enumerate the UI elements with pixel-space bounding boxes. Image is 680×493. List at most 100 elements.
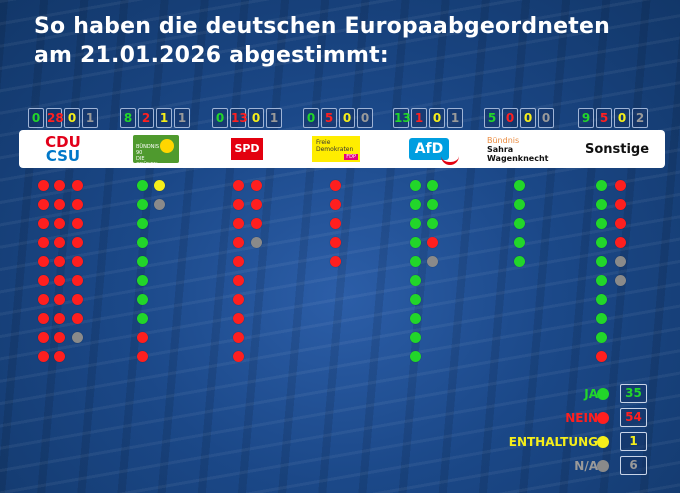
vote-dot-ja [427,199,438,210]
vote-dot-ja [514,180,525,191]
vote-dot-nein [54,294,65,305]
vote-dot-ja [410,199,421,210]
count-ja: 13 [393,108,411,128]
vote-dot-nein [330,218,341,229]
vote-dot-ja [410,313,421,324]
bsw-logo: Bündnis Sahra Wagenknecht [487,134,557,164]
vote-dot-nein [72,199,83,210]
count-na: 1 [266,108,282,128]
vote-dot-nein [72,313,83,324]
vote-dot-nein [38,256,49,267]
vote-dot-nein [596,351,607,362]
count-na: 1 [174,108,190,128]
vote-dot-nein [233,237,244,248]
vote-dot-ja [137,256,148,267]
vote-dot-nein [233,256,244,267]
vote-dot-nein [615,237,626,248]
vote-dot-nein [137,351,148,362]
counts-sonstige: 9 5 0 2 [578,108,648,128]
count-ja: 0 [212,108,228,128]
vote-dot-nein [72,294,83,305]
vote-dot-na [72,332,83,343]
count-na: 2 [632,108,648,128]
count-na: 0 [538,108,554,128]
title-line-1: So haben die deutschen Europaabgeordnete… [34,14,610,39]
vote-dot-ja [137,199,148,210]
vote-dot-nein [38,294,49,305]
cdu-csu-logo: CDU CSU [39,134,87,164]
count-ja: 0 [303,108,319,128]
counts-cdu: 0 28 0 1 [28,108,98,128]
cdu-text: CDU [45,133,81,151]
vote-dot-na [615,256,626,267]
vote-dot-nein [233,180,244,191]
legend-count-nein: 54 [620,408,647,427]
vote-dot-ja [410,218,421,229]
bsw-text-3: Wagenknecht [487,153,549,163]
count-enthaltung: 0 [248,108,264,128]
vote-dot-nein [251,218,262,229]
vote-dot-ja [410,332,421,343]
count-enthaltung: 0 [429,108,445,128]
vote-dot-nein [38,275,49,286]
vote-dot-na [251,237,262,248]
vote-dot-ja [137,275,148,286]
gruene-text-2: DIE GRÜNEN [136,156,158,168]
count-enthaltung: 0 [64,108,80,128]
count-ja: 5 [484,108,500,128]
fdp-badge: FDP [344,154,358,160]
count-nein: 5 [596,108,612,128]
vote-dot-nein [54,275,65,286]
vote-dot-nein [233,218,244,229]
count-nein: 2 [138,108,154,128]
vote-dot-nein [233,294,244,305]
vote-dot-ja [514,218,525,229]
vote-dot-nein [72,180,83,191]
count-na: 0 [357,108,373,128]
spd-text: SPD [231,138,263,160]
vote-dot-nein [38,180,49,191]
vote-dot-nein [233,351,244,362]
legend-dot-nein [597,412,609,424]
vote-dot-ja [514,237,525,248]
vote-dot-ja [596,218,607,229]
afd-text: AfD [414,141,444,157]
vote-dot-ja [596,237,607,248]
vote-dot-nein [72,218,83,229]
vote-dot-nein [38,351,49,362]
vote-dot-ja [596,275,607,286]
vote-dot-na [615,275,626,286]
vote-dot-nein [38,237,49,248]
vote-dot-ja [410,256,421,267]
vote-dot-nein [54,237,65,248]
vote-dot-ja [137,180,148,191]
legend-count-ja: 35 [620,384,647,403]
vote-dot-nein [38,313,49,324]
vote-dot-nein [251,180,262,191]
vote-dot-ja [410,237,421,248]
fdp-text-2: Demokraten [316,146,354,153]
count-enthaltung: 0 [339,108,355,128]
count-enthaltung: 1 [156,108,172,128]
vote-dot-nein [54,199,65,210]
sonstige-text: Sonstige [584,141,650,157]
count-enthaltung: 0 [614,108,630,128]
count-ja: 8 [120,108,136,128]
vote-dot-ja [137,294,148,305]
vote-dot-ja [137,218,148,229]
vote-dot-na [427,256,438,267]
count-nein: 1 [411,108,427,128]
legend-count-enthaltung: 1 [620,432,647,451]
vote-dot-ja [514,199,525,210]
spd-logo: SPD [227,134,267,164]
count-na: 1 [447,108,463,128]
counts-gruene: 8 2 1 1 [120,108,190,128]
count-nein: 13 [230,108,248,128]
sonstige-logo: Sonstige [579,134,655,164]
vote-dot-nein [38,218,49,229]
vote-dot-nein [330,180,341,191]
vote-dot-ja [596,256,607,267]
legend-label-nein: NEIN [565,411,598,425]
vote-dot-ja [596,332,607,343]
vote-dot-nein [38,332,49,343]
